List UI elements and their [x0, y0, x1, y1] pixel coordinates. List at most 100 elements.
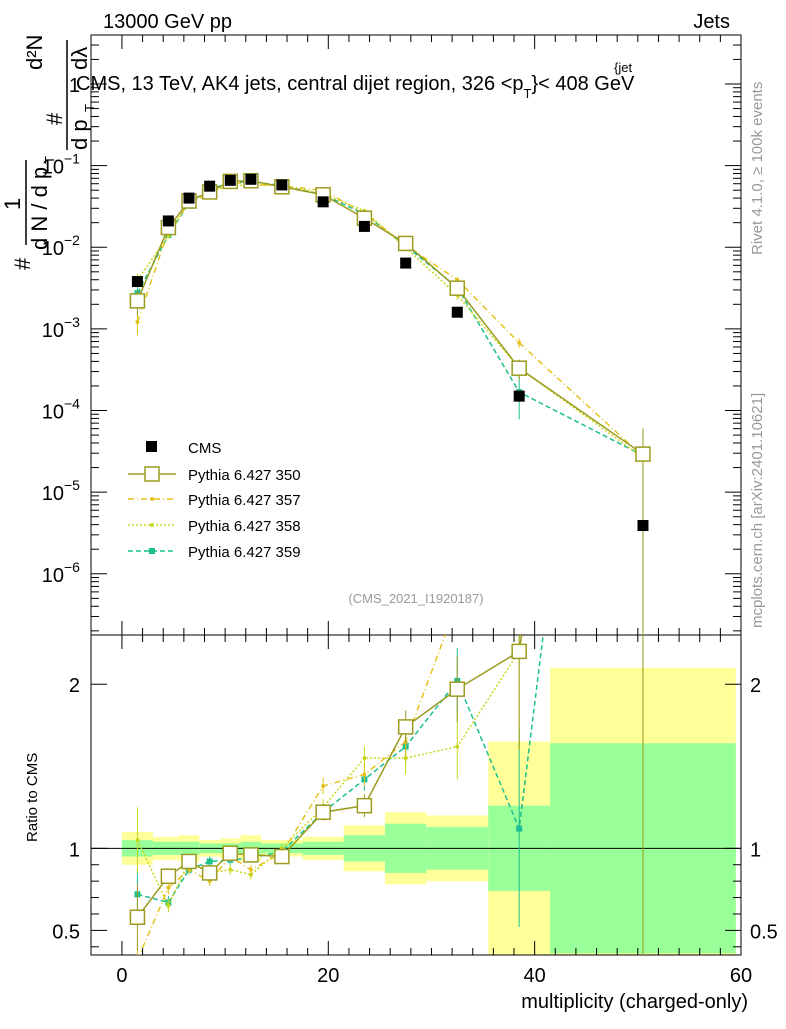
ratio-y-tick-label-right: 2 [750, 675, 761, 697]
ratio-y-tick-label: 1 [69, 839, 80, 861]
plot-title: CMS, 13 TeV, AK4 jets, central dijet reg… [76, 73, 635, 101]
ylabel-dpt-sub: T [82, 104, 97, 112]
rivet-version-label: Rivet 4.1.0, ≥ 100k events [749, 82, 766, 255]
ylabel-dpt: d p [67, 119, 92, 150]
series-marker [129, 293, 146, 309]
mcplots-label: mcplots.cern.ch [arXiv:2401.10621] [749, 393, 766, 628]
cms-data-point [358, 220, 370, 232]
series-line [136, 179, 644, 455]
series-marker [511, 360, 527, 376]
cms-data-point [317, 196, 329, 208]
x-axis: 0 20 40 60 [116, 35, 752, 987]
ratio-marker [228, 867, 233, 872]
ratio-marker [243, 847, 259, 863]
ratio-marker [166, 903, 171, 908]
ylabel-dn-sub: T [42, 156, 57, 164]
main-y-axis-label: # 1 d N / d p T # d²N d p T dλ [0, 35, 97, 270]
y-tick-exponent: −1 [64, 151, 80, 167]
y-tick-label: 10 [42, 565, 64, 587]
ratio-marker [274, 848, 290, 865]
ratio-series-layer [129, 635, 644, 955]
y-tick-label: 10 [42, 320, 64, 342]
y-tick-label: 10 [42, 483, 64, 505]
series-line [136, 181, 644, 458]
ratio-marker [397, 719, 414, 735]
y-tick-label: 10 [42, 402, 64, 424]
x-tick-label: 0 [116, 965, 127, 987]
ratio-y-tick-label: 0.5 [52, 921, 80, 943]
ratio-plot-frame [90, 634, 742, 956]
cms-data-point [183, 192, 195, 204]
y-tick-exponent: −6 [64, 559, 80, 575]
series-marker [635, 446, 651, 462]
ylabel-hash: # [10, 257, 35, 270]
ylabel-hash2: # [42, 112, 67, 125]
header-observable-label: Jets [693, 11, 730, 33]
legend: CMS Pythia 6.427 350 Pythia 6.427 357 Py… [128, 440, 301, 561]
cms-data-point [162, 215, 174, 227]
ratio-y-axis-label: Ratio to CMS [24, 753, 41, 842]
ratio-uncertainty-bands [91, 667, 741, 955]
legend-cms-label: CMS [188, 440, 221, 457]
plot-title-sup: {jet [614, 60, 632, 75]
plot-title-main: CMS, 13 TeV, AK4 jets, central dijet reg… [76, 73, 524, 95]
ylabel-d2n: d²N [22, 35, 47, 70]
y-tick-exponent: −4 [64, 396, 80, 412]
ratio-marker [206, 858, 213, 865]
ratio-marker [135, 838, 140, 843]
ratio-marker [449, 681, 466, 697]
ratio-marker [181, 853, 197, 870]
ratio-y-tick-label-right: 1 [750, 839, 761, 861]
cms-data-point [131, 276, 143, 288]
ylabel-one: 1 [0, 198, 25, 210]
ratio-marker [248, 867, 253, 872]
legend-358-marker [150, 523, 154, 527]
ylabel-dn: d N / d p [27, 167, 52, 250]
header-collision-label: 13000 GeV pp [103, 11, 232, 33]
ratio-y-tick-label-right: 0.5 [750, 921, 778, 943]
legend-357-marker [150, 497, 154, 501]
series-marker [135, 319, 140, 324]
ratio-marker [362, 772, 367, 777]
cms-data-point [204, 180, 216, 192]
main-series-layer [129, 172, 651, 635]
cms-data-point [245, 173, 257, 185]
ratio-marker [315, 804, 331, 820]
ratio-marker [201, 865, 218, 881]
x-tick-label: 20 [317, 965, 339, 987]
y-tick-label: 10 [42, 157, 64, 179]
legend-357-label: Pythia 6.427 357 [188, 492, 301, 509]
legend-359-marker [149, 548, 155, 554]
y-tick-label: 10 [42, 238, 64, 260]
main-y-axis: 10 −610 −510 −410 −310 −210 −11 [42, 44, 741, 632]
y-tick-exponent: −2 [64, 232, 80, 248]
series-marker [517, 340, 522, 345]
legend-350-marker [144, 466, 160, 482]
x-axis-label: multiplicity (charged-only) [521, 991, 748, 1013]
y-tick-exponent: −3 [64, 314, 80, 330]
series-marker [449, 280, 466, 296]
series-marker [397, 235, 414, 252]
y-tick-exponent: −5 [64, 477, 80, 493]
y-tick-label: 1 [69, 75, 80, 97]
cms-data-point [276, 179, 288, 191]
ratio-y-tick-label: 2 [69, 675, 80, 697]
plot-title-close: }< 408 GeV [531, 73, 635, 95]
cms-data-point [513, 390, 525, 402]
x-tick-label: 40 [524, 965, 546, 987]
ratio-marker [321, 783, 326, 788]
legend-cms-marker [146, 441, 157, 452]
cms-data-point [400, 257, 412, 269]
ratio-marker [160, 868, 177, 884]
ratio-marker [166, 885, 171, 890]
legend-350-label: Pythia 6.427 350 [188, 467, 301, 484]
cms-data-point [451, 306, 463, 318]
ratio-marker [356, 797, 373, 814]
ylabel-dl: dλ [67, 47, 92, 70]
ratio-marker [455, 744, 460, 749]
legend-358-label: Pythia 6.427 358 [188, 518, 301, 535]
plot-title-sub: T [524, 86, 532, 101]
ratio-y-axis: 0.5 0.5 1 1 2 2 [52, 675, 778, 948]
ratio-marker [222, 845, 239, 862]
